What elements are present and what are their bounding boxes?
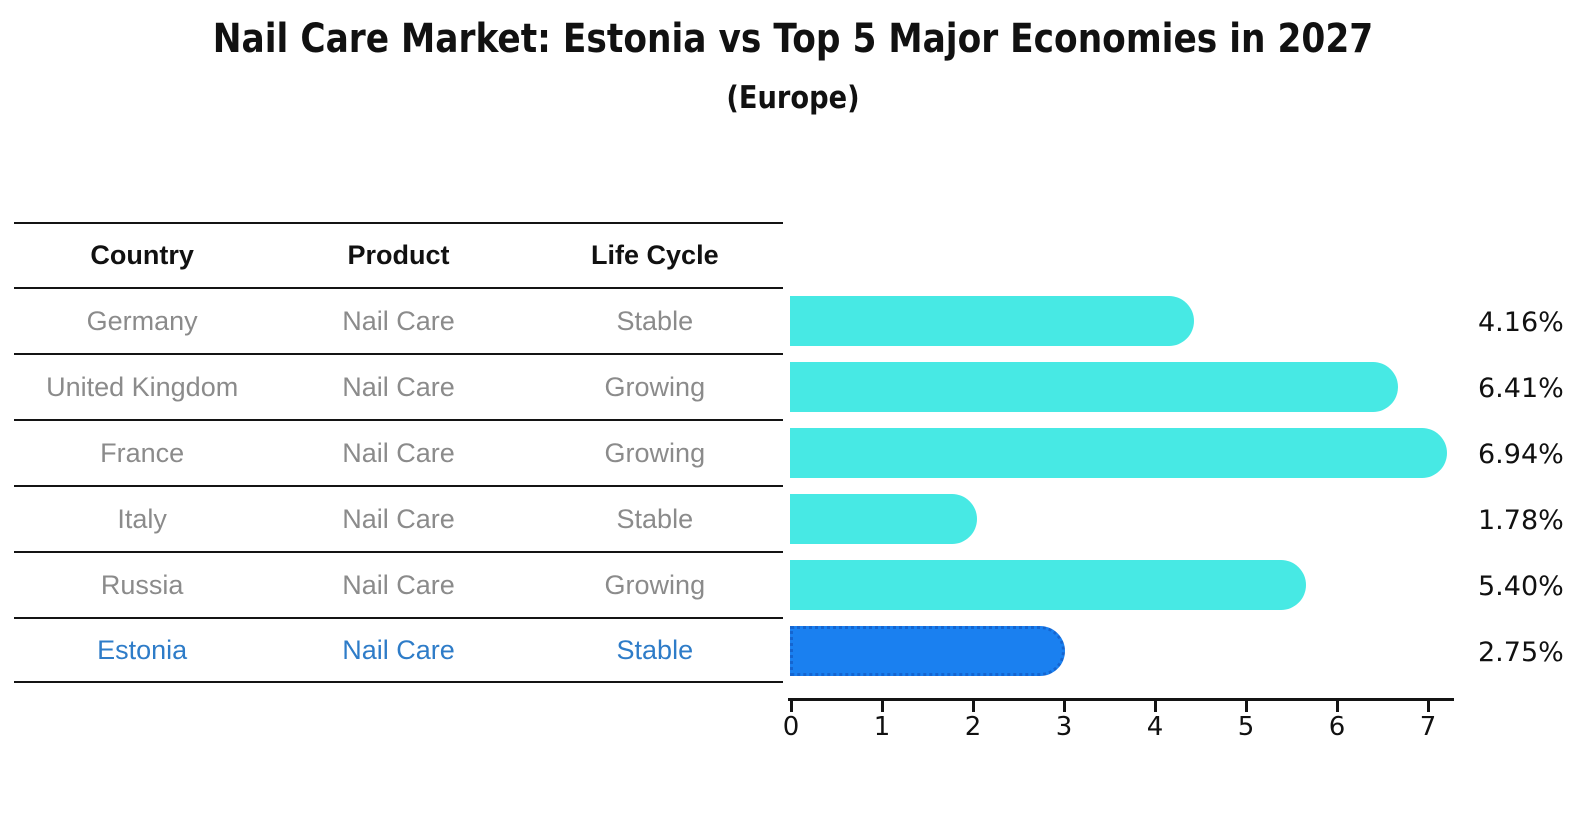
cell-country: Russia	[100, 569, 184, 600]
value-label-estonia: 2.75%	[1478, 637, 1564, 668]
chart-subtitle: (Europe)	[726, 80, 860, 116]
x-tick-label-1: 1	[873, 712, 891, 742]
x-tick-label-4: 4	[1146, 712, 1164, 742]
x-tick-2	[971, 701, 975, 712]
cell-life-cycle: Growing	[604, 569, 706, 600]
table-row-italy: Italy Nail Care Stable	[14, 485, 783, 551]
cell-product: Nail Care	[342, 569, 455, 600]
cell-life-cycle: Growing	[604, 437, 706, 468]
cell-life-cycle: Growing	[604, 371, 706, 402]
cell-product: Nail Care	[342, 305, 455, 336]
x-tick-3	[1062, 701, 1066, 712]
cell-life-cycle: Stable	[616, 305, 694, 336]
cell-country: France	[100, 437, 185, 468]
bar-united-kingdom	[790, 362, 1398, 412]
column-header-country: Country	[90, 240, 194, 270]
cell-product: Nail Care	[342, 371, 455, 402]
x-tick-label-7: 7	[1419, 712, 1437, 742]
table-row-estonia: Estonia Nail Care Stable	[14, 617, 783, 683]
value-label-france: 6.94%	[1478, 439, 1564, 470]
x-tick-7	[1426, 701, 1430, 712]
cell-life-cycle: Stable	[616, 634, 694, 665]
x-tick-5	[1244, 701, 1248, 712]
x-tick-label-2: 2	[964, 712, 982, 742]
value-label-russia: 5.40%	[1478, 571, 1564, 602]
x-tick-0	[789, 701, 793, 712]
x-axis-line	[788, 698, 1454, 701]
x-tick-4	[1153, 701, 1157, 712]
bar-germany	[790, 296, 1194, 346]
table-row-france: France Nail Care Growing	[14, 419, 783, 485]
cell-country: United Kingdom	[46, 371, 239, 402]
column-header-life-cycle: Life Cycle	[591, 240, 719, 270]
cell-country: Estonia	[97, 634, 188, 665]
x-tick-label-0: 0	[782, 712, 800, 742]
cell-country: Germany	[86, 305, 198, 336]
x-tick-label-6: 6	[1328, 712, 1346, 742]
x-tick-label-5: 5	[1237, 712, 1255, 742]
value-label-germany: 4.16%	[1478, 307, 1564, 338]
table-row-united-kingdom: United Kingdom Nail Care Growing	[14, 353, 783, 419]
x-tick-label-3: 3	[1055, 712, 1073, 742]
bar-russia	[790, 560, 1306, 610]
value-label-united-kingdom: 6.41%	[1478, 373, 1564, 404]
cell-life-cycle: Stable	[616, 503, 694, 534]
table-row-russia: Russia Nail Care Growing	[14, 551, 783, 617]
cell-product: Nail Care	[342, 503, 455, 534]
bar-italy	[790, 494, 977, 544]
chart-title: Nail Care Market: Estonia vs Top 5 Major…	[212, 16, 1374, 62]
table-body: Germany Nail Care Stable United Kingdom Nail…	[14, 287, 783, 683]
x-tick-6	[1335, 701, 1339, 712]
bar-france	[790, 428, 1447, 478]
value-label-italy: 1.78%	[1478, 505, 1564, 536]
cell-product: Nail Care	[342, 634, 455, 665]
cell-product: Nail Care	[342, 437, 455, 468]
data-table: Country Product Life Cycle Germany Nail C…	[14, 222, 783, 683]
bar-estonia	[790, 626, 1065, 676]
x-tick-1	[880, 701, 884, 712]
table-header-row: Country Product Life Cycle	[14, 222, 783, 287]
column-header-product: Product	[347, 240, 450, 270]
cell-country: Italy	[117, 503, 167, 534]
table-row-germany: Germany Nail Care Stable	[14, 287, 783, 353]
